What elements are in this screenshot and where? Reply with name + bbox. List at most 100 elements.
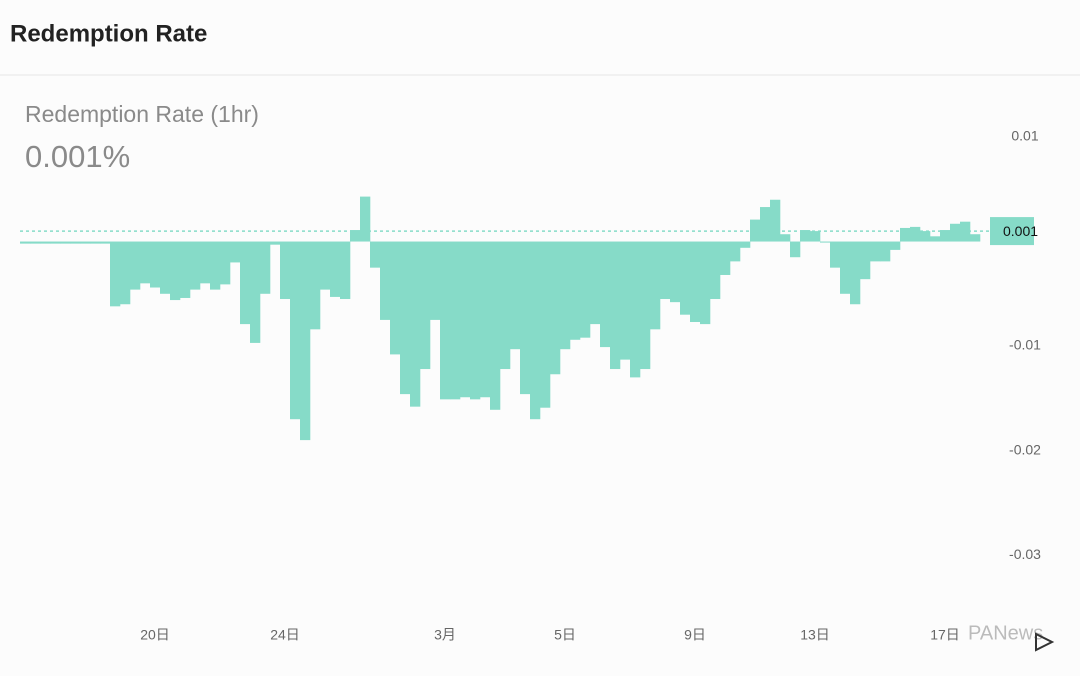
bar (630, 241, 641, 378)
bar (830, 241, 841, 268)
bar (540, 241, 551, 408)
bar (220, 241, 231, 285)
bar (110, 241, 121, 307)
bar (180, 241, 191, 298)
bar (660, 241, 671, 300)
bar (300, 241, 311, 441)
bar (370, 241, 381, 268)
bar (330, 241, 341, 297)
bar (700, 241, 711, 325)
bar (80, 241, 91, 244)
y-tick-label: -0.02 (1009, 441, 1041, 457)
bar (580, 241, 591, 338)
bar (130, 241, 141, 290)
bar (480, 241, 491, 398)
bar (20, 241, 31, 244)
bar (960, 221, 971, 242)
page-title: Redemption Rate (10, 20, 207, 47)
bar (620, 241, 631, 360)
bar (600, 241, 611, 348)
bar (890, 241, 901, 250)
bar (490, 241, 501, 410)
bar (930, 236, 941, 242)
plot: 20日24日3月5日9日13日17日0.010-0.01-0.02-0.030.… (20, 128, 1041, 643)
bar (850, 241, 861, 305)
bar (730, 241, 741, 262)
bar (260, 241, 271, 294)
bar (380, 241, 391, 320)
chart-title: Redemption Rate (1hr) (25, 101, 259, 127)
bar (310, 241, 321, 330)
bar (870, 241, 881, 262)
bar (650, 241, 661, 330)
bar (420, 241, 431, 370)
bar (670, 241, 681, 303)
bar (800, 230, 811, 242)
bar (340, 241, 351, 300)
bar (200, 241, 211, 284)
bar (430, 241, 441, 320)
x-tick-label: 9日 (684, 627, 706, 643)
bar (740, 241, 751, 248)
bar (270, 241, 281, 245)
x-tick-label: 17日 (930, 627, 960, 643)
bar (70, 241, 81, 244)
bar (240, 241, 251, 325)
bar (720, 241, 731, 275)
y-tick-label: -0.03 (1009, 546, 1041, 562)
y-tick-label: -0.01 (1009, 337, 1041, 353)
bar (360, 196, 371, 242)
bar (810, 231, 821, 242)
bar (140, 241, 151, 284)
bar (280, 241, 291, 300)
bar (60, 241, 71, 244)
bar (120, 241, 131, 305)
bar (470, 241, 481, 400)
bar (530, 241, 541, 420)
bar (90, 241, 101, 244)
bar (710, 241, 721, 300)
bar (610, 241, 621, 370)
bar (900, 227, 911, 242)
bar (640, 241, 651, 370)
bar (560, 241, 571, 350)
bar (750, 219, 761, 242)
bar (450, 241, 461, 400)
bar (460, 241, 471, 398)
bar (790, 241, 801, 258)
bar (690, 241, 701, 323)
bar (840, 241, 851, 294)
bar (500, 241, 511, 370)
bar (820, 241, 831, 243)
bar (290, 241, 301, 420)
bar (230, 241, 241, 263)
bar (520, 241, 531, 395)
bar (440, 241, 451, 400)
bar (920, 231, 931, 242)
x-tick-label: 13日 (800, 627, 830, 643)
x-tick-label: 5日 (554, 627, 576, 643)
bar (150, 241, 161, 288)
bar (400, 241, 411, 395)
x-tick-label: 24日 (270, 627, 300, 643)
current-value: 0.001% (25, 139, 130, 174)
bar (210, 241, 221, 290)
bar (910, 226, 921, 242)
current-value-marker (990, 217, 1034, 246)
bar (160, 241, 171, 294)
bar (570, 241, 581, 340)
scroll-arrow[interactable] (1035, 632, 1055, 652)
bar (860, 241, 871, 280)
bar (780, 234, 791, 242)
bar (940, 230, 951, 242)
bar (100, 241, 111, 244)
bar (170, 241, 181, 301)
bar (760, 207, 771, 242)
y-tick-label: 0.01 (1011, 128, 1038, 144)
x-tick-label: 20日 (140, 627, 170, 643)
bar (40, 241, 51, 244)
bar (680, 241, 691, 315)
bar (950, 223, 961, 242)
bar (770, 199, 781, 242)
